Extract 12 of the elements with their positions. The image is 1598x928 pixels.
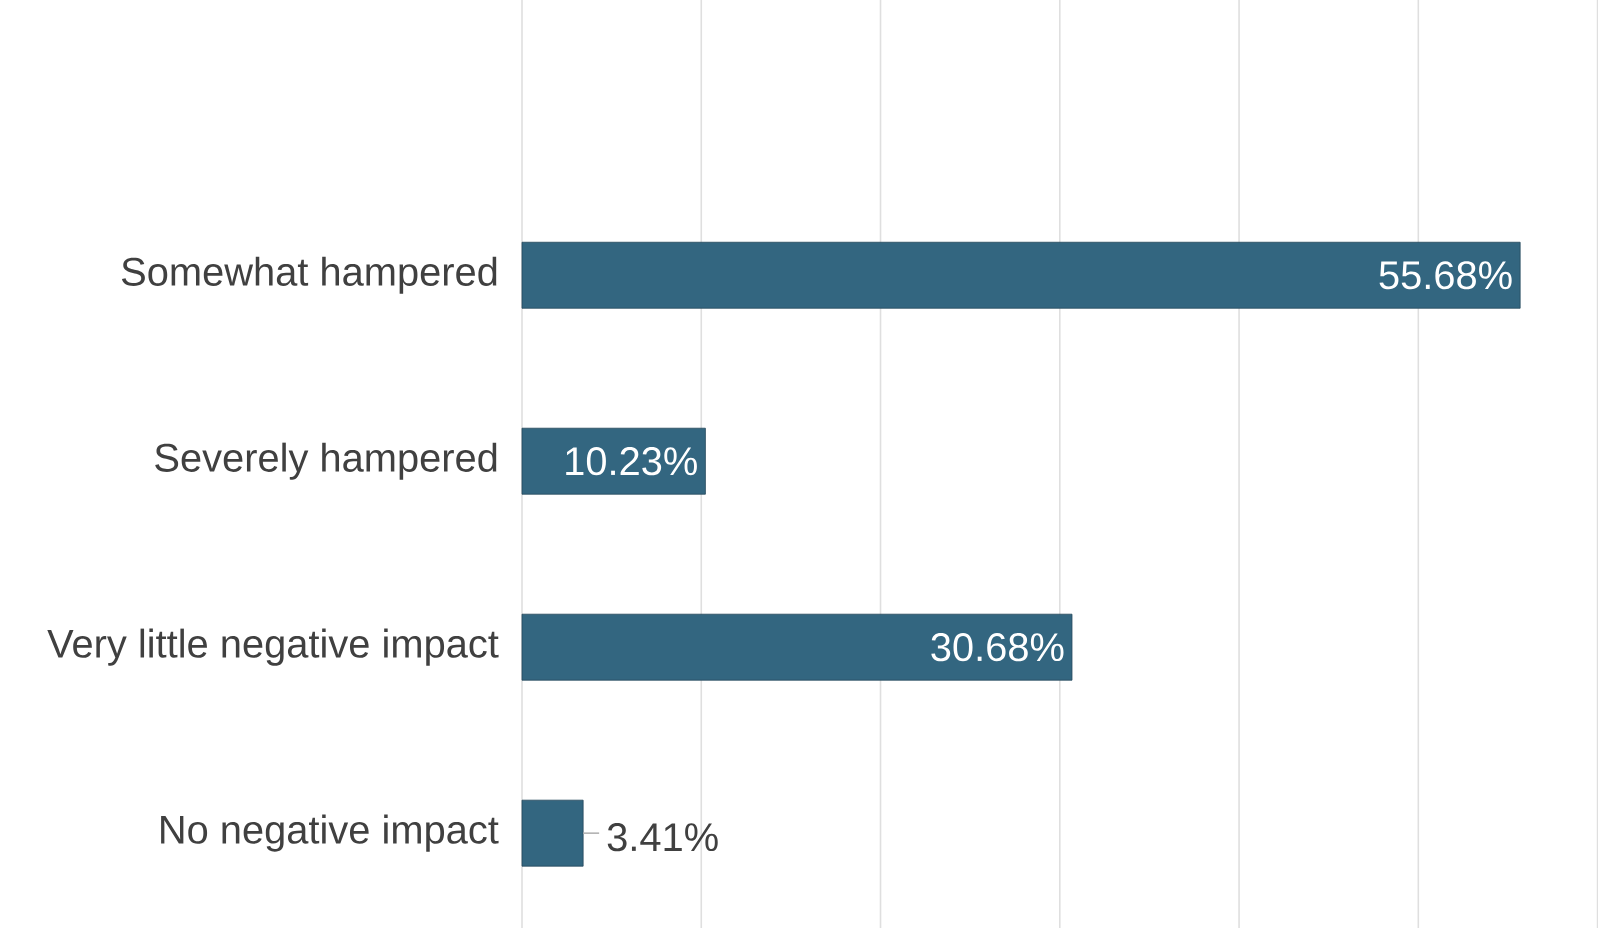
data-label: 30.68% bbox=[931, 633, 1064, 662]
data-label: 55.68% bbox=[1379, 261, 1512, 290]
bar bbox=[521, 613, 1073, 681]
y-tick-label: Very little negative impact bbox=[47, 628, 499, 666]
y-tick-label: Somewhat hampered bbox=[121, 256, 497, 294]
bar bbox=[521, 241, 1521, 309]
y-tick-label: Severely hampered bbox=[155, 442, 497, 480]
y-tick-label: No negative impact bbox=[161, 814, 499, 852]
bar bbox=[521, 427, 706, 495]
data-label: 3.41% bbox=[607, 823, 718, 852]
data-label: 10.23% bbox=[566, 447, 697, 476]
bar bbox=[521, 799, 584, 867]
